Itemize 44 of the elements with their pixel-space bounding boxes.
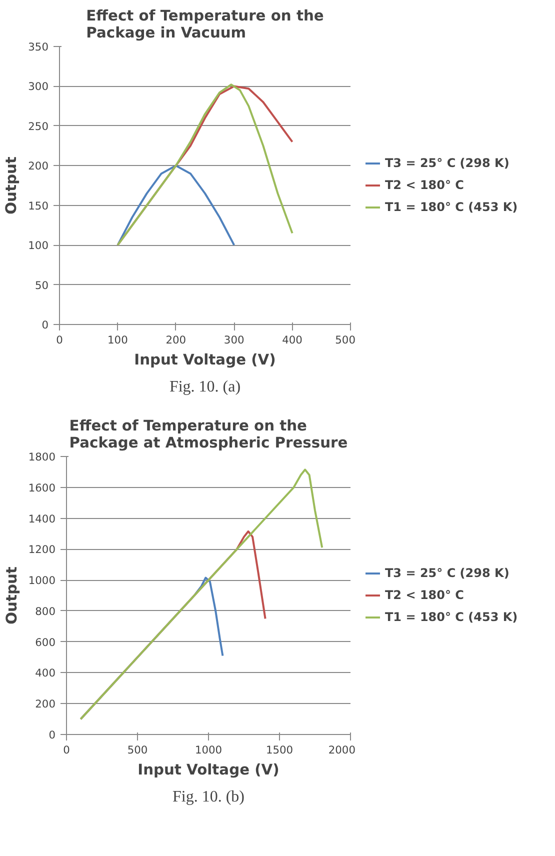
- y-tick-label: 0: [42, 318, 49, 332]
- line-series: [80, 468, 324, 720]
- x-axis-title: Input Voltage (V): [134, 352, 276, 368]
- legend-label: T2 < 180° C: [385, 588, 464, 602]
- x-axis-title: Input Voltage (V): [138, 762, 280, 778]
- y-tick-label: 0: [48, 728, 56, 742]
- caption: Fig. 10. (b): [172, 788, 244, 806]
- y-axis-title: Output: [3, 156, 20, 214]
- legend-label: T3 = 25° C (298 K): [385, 566, 510, 580]
- y-axis-title: Output: [3, 566, 20, 624]
- x-tick-label: 200: [166, 334, 186, 346]
- legend-label: T3 = 25° C (298 K): [385, 156, 510, 170]
- x-tick-label: 500: [127, 744, 148, 756]
- x-tick-label: 500: [335, 334, 356, 346]
- legend-label: T2 < 180° C: [385, 178, 464, 192]
- y-tick-label: 1600: [28, 481, 56, 494]
- y-tick-label: 300: [28, 80, 49, 94]
- chart-title: Effect of Temperature on the Package in Vacuum: [86, 8, 324, 42]
- y-tick-label: 350: [28, 40, 49, 54]
- y-tick-label: 600: [35, 636, 56, 649]
- legend-label: T1 = 180° C (453 K): [385, 200, 518, 214]
- y-tick-label: 200: [35, 698, 56, 711]
- x-tick-label: 0: [63, 744, 70, 756]
- y-tick-label: 150: [28, 199, 49, 212]
- line-series: [116, 164, 236, 246]
- y-tick-label: 400: [35, 666, 56, 680]
- legend-label: T1 = 180° C (453 K): [385, 610, 518, 624]
- y-tick-label: 100: [28, 239, 49, 252]
- y-tick-label: 1400: [28, 512, 56, 526]
- x-tick-label: 2000: [328, 744, 356, 756]
- y-tick-label: 1200: [28, 543, 56, 556]
- x-tick-label: 400: [282, 334, 303, 346]
- x-tick-label: 1000: [194, 744, 222, 756]
- y-tick-label: 1800: [28, 450, 56, 464]
- x-tick-label: 100: [108, 334, 128, 346]
- y-tick-label: 50: [34, 278, 49, 292]
- x-tick-label: 300: [224, 334, 244, 346]
- y-tick-label: 200: [28, 160, 49, 173]
- y-tick-label: 800: [35, 604, 56, 618]
- y-tick-label: 250: [28, 120, 49, 133]
- x-tick-label: 1500: [266, 744, 294, 756]
- y-tick-label: 1000: [28, 574, 56, 588]
- chart-title: Effect of Temperature on the Package at Atmospheric Pressure: [69, 418, 348, 452]
- caption: Fig. 10. (a): [169, 378, 241, 396]
